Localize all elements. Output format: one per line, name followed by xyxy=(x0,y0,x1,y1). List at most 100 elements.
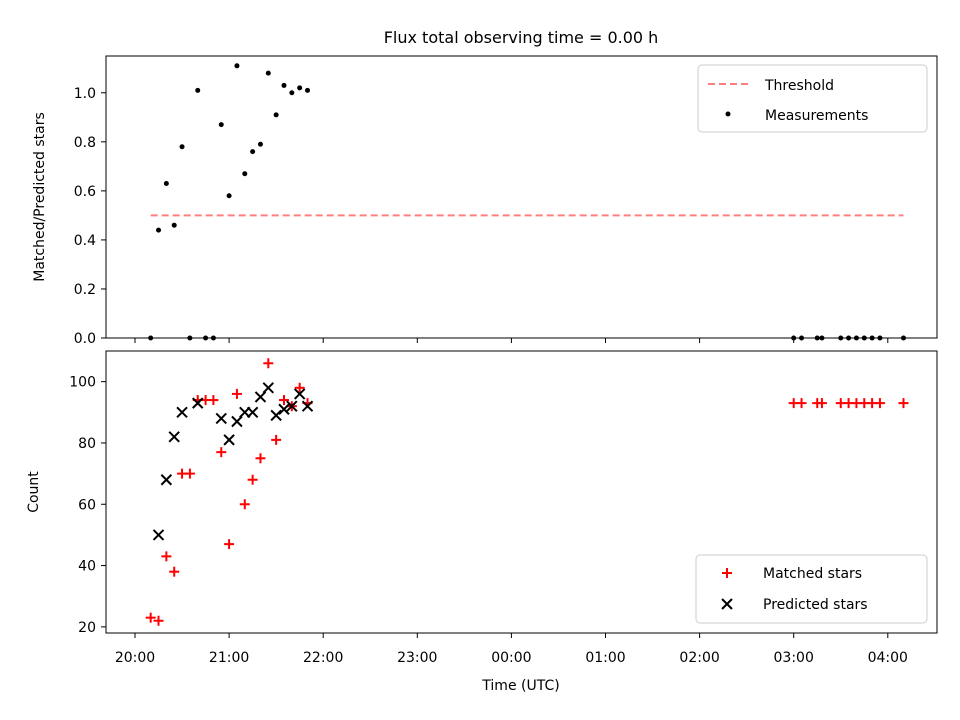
cross-marker-b xyxy=(301,400,314,412)
legend-matched-marker xyxy=(722,568,732,578)
top-y-tick-label: 0.6 xyxy=(74,184,96,200)
top-legend-box xyxy=(697,64,928,133)
matched-star-point xyxy=(294,382,305,393)
predicted-star-point xyxy=(168,431,180,443)
measurement-point xyxy=(226,193,232,199)
measurement-point xyxy=(297,85,303,91)
legend-matched-swatch xyxy=(722,568,732,578)
x-tick-label: 22:00 xyxy=(303,650,343,666)
measurement-point xyxy=(218,122,224,128)
measurement-point xyxy=(195,87,201,93)
bottom-y-tick-label: 60 xyxy=(78,497,96,513)
predicted-star-point xyxy=(215,412,227,425)
cross-marker-b xyxy=(231,415,243,428)
matched-star-point xyxy=(247,474,258,485)
top-y-tick-label: 0.2 xyxy=(74,282,96,298)
bottom-y-tick-label: 100 xyxy=(69,375,96,391)
matched-star-point xyxy=(153,615,164,626)
bottom-y-tick-label: 20 xyxy=(78,620,96,636)
matched-star-point xyxy=(169,566,180,577)
top-y-tick-label: 1.0 xyxy=(74,86,96,102)
cross-marker-b xyxy=(168,431,180,443)
cross-marker-b xyxy=(160,474,173,486)
measurement-point xyxy=(257,141,263,147)
legend-threshold-label: Threshold xyxy=(764,78,834,94)
matched-star-point xyxy=(271,434,282,445)
x-tick-label: 23:00 xyxy=(397,650,437,666)
bottom-legend: Matched stars Predicted stars xyxy=(695,554,928,624)
predicted-star-point xyxy=(176,406,188,419)
matched-star-point xyxy=(208,395,219,406)
measurement-point xyxy=(250,149,256,155)
top-y-tick-label: 0.0 xyxy=(74,331,96,347)
measurement-point xyxy=(179,144,185,150)
top-panel: Flux total observing time = 0.00 h 0.0 0.… xyxy=(32,28,938,347)
measurement-point xyxy=(156,227,162,233)
matched-star-point xyxy=(145,612,156,623)
cross-marker-b xyxy=(223,434,235,446)
measurement-point xyxy=(171,222,177,228)
bottom-y-ticks: 20 40 60 80 100 xyxy=(69,375,106,636)
legend-predicted-swatch xyxy=(721,598,733,610)
cross-marker-b xyxy=(262,382,275,394)
cross-marker-b xyxy=(286,400,298,412)
cross-marker-b xyxy=(152,529,165,541)
top-y-ticks: 0.0 0.2 0.4 0.6 0.8 1.0 xyxy=(74,86,106,347)
cross-marker-b xyxy=(246,406,259,419)
bottom-legend-box xyxy=(695,554,928,624)
x-tick-label: 21:00 xyxy=(209,650,249,666)
measurement-point xyxy=(242,171,248,177)
top-legend: Threshold Measurements xyxy=(697,64,928,133)
top-y-tick-label: 0.4 xyxy=(74,233,96,249)
predicted-star-point xyxy=(152,529,165,541)
x-axis-label: Time (UTC) xyxy=(481,678,559,694)
cross-marker-b xyxy=(270,409,282,422)
cross-marker-b xyxy=(215,412,227,425)
predicted-star-point xyxy=(223,434,235,446)
measurement-point xyxy=(281,82,287,88)
matched-star-point xyxy=(161,551,172,562)
bottom-axes-frame xyxy=(105,350,938,634)
x-tick-label: 00:00 xyxy=(491,650,531,666)
legend-matched-label: Matched stars xyxy=(763,566,862,582)
cross-marker-b xyxy=(254,391,267,403)
predicted-star-point xyxy=(270,409,282,422)
measurement-point xyxy=(163,181,169,187)
chart-title: Flux total observing time = 0.00 h xyxy=(384,28,659,47)
predicted-star-point xyxy=(286,400,298,412)
top-x-ticks xyxy=(134,338,889,343)
matched-star-point xyxy=(816,398,827,409)
top-y-axis-label: Matched/Predicted stars xyxy=(32,112,48,282)
predicted-star-point xyxy=(246,406,259,419)
measurement-point xyxy=(273,112,279,118)
predicted-star-point xyxy=(254,391,267,403)
bottom-x-ticks: 20:00 21:00 22:00 23:00 00:00 01:00 02:00 03:00… xyxy=(115,633,908,666)
x-tick-label: 02:00 xyxy=(679,650,719,666)
matched-star-point xyxy=(216,447,227,458)
cross-marker-b xyxy=(278,403,290,415)
measurement-point xyxy=(234,63,240,69)
cross-marker-b xyxy=(192,397,204,409)
legend-predicted-marker xyxy=(721,598,733,610)
x-tick-label: 04:00 xyxy=(868,650,908,666)
predicted-star-point xyxy=(293,388,306,400)
matched-star-point xyxy=(255,453,266,464)
x-tick-label: 01:00 xyxy=(585,650,625,666)
matched-star-point xyxy=(231,388,242,399)
x-tick-label: 03:00 xyxy=(774,650,814,666)
matched-star-point xyxy=(898,398,909,409)
matched-star-point xyxy=(796,398,807,409)
predicted-star-point xyxy=(301,400,314,412)
measurement-point xyxy=(305,87,311,93)
matched-star-point xyxy=(184,468,195,479)
legend-measurements-label: Measurements xyxy=(765,108,868,124)
measurement-point xyxy=(289,90,295,96)
matched-star-point xyxy=(239,499,250,510)
cross-marker-b xyxy=(293,388,306,400)
top-plot-area xyxy=(148,63,906,341)
predicted-star-point xyxy=(231,415,243,428)
matched-star-point xyxy=(263,358,274,369)
matched-star-point xyxy=(224,539,235,550)
x-tick-label: 20:00 xyxy=(115,650,155,666)
